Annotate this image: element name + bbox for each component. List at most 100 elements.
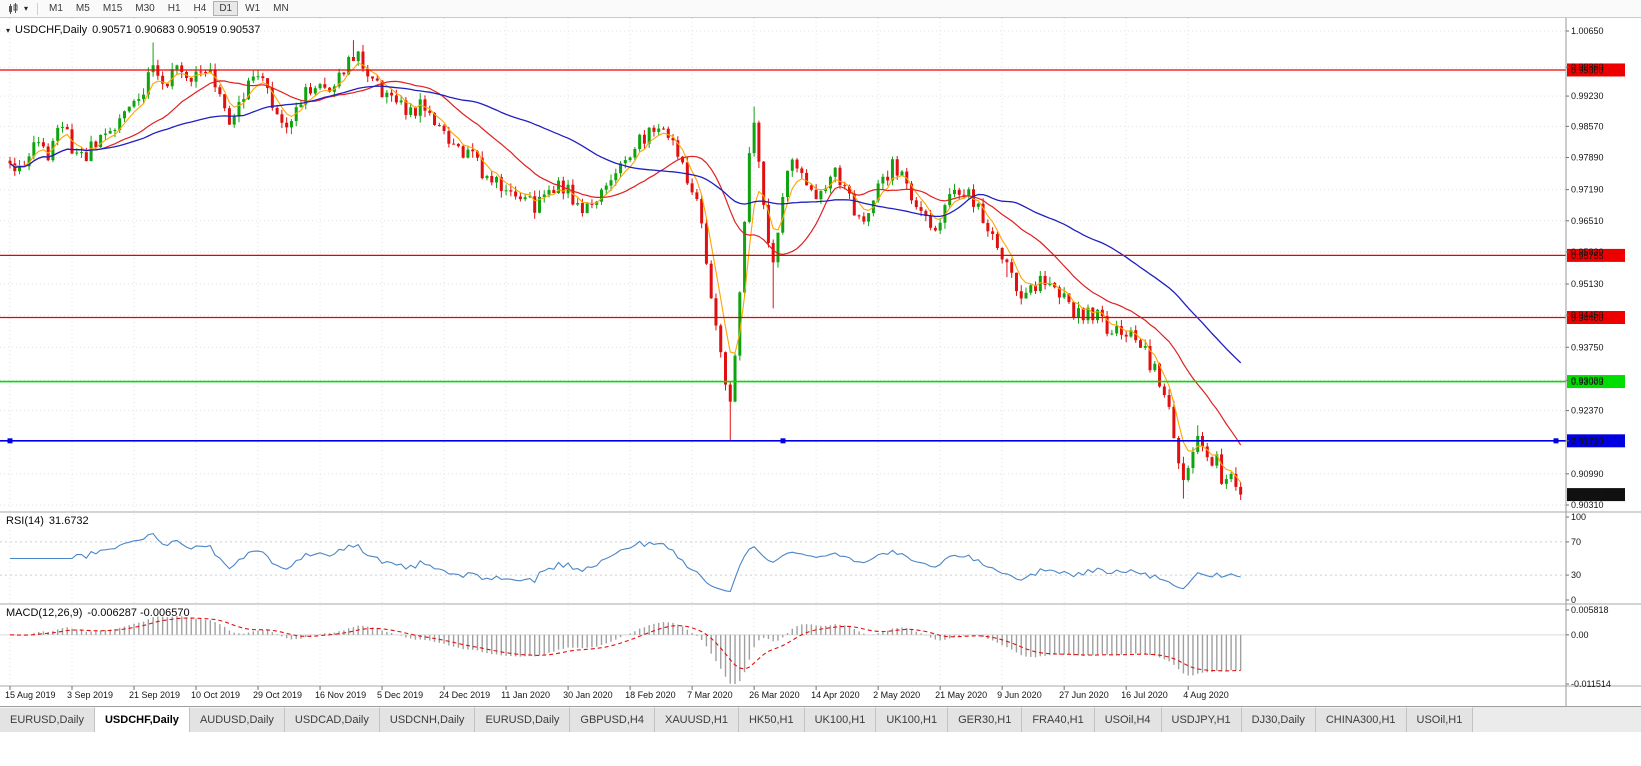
date-label: 30 Jan 2020 <box>563 690 613 700</box>
rsi-tick-label: 0 <box>1571 595 1576 605</box>
price-tick-label: 0.95130 <box>1571 279 1604 289</box>
price-tick-label: 1.00650 <box>1571 26 1604 36</box>
tab-label: XAUUSD,H1 <box>664 714 728 726</box>
price-tick-label: 0.98570 <box>1571 121 1604 131</box>
timeframe-toolbar: ▾ M1 M5 M15 M30 H1 H4 D1 W1 MN <box>0 0 1641 18</box>
chart-tab-uk100-h1[interactable]: UK100,H1 <box>804 707 877 732</box>
horizontal-level-line[interactable]: 0.99800 <box>0 63 1625 77</box>
chart-tab-usdjpy-h1[interactable]: USDJPY,H1 <box>1161 707 1242 732</box>
chart-tab-dj30-daily[interactable]: DJ30,Daily <box>1241 707 1316 732</box>
chart-tab-uk100-h1[interactable]: UK100,H1 <box>876 707 949 732</box>
tab-label: UK100,H1 <box>814 714 866 726</box>
tab-label: GER30,H1 <box>958 714 1012 726</box>
chart-tab-audusd-daily[interactable]: AUDUSD,Daily <box>189 707 285 732</box>
chart-canvas[interactable]: 0.99800 0.95755 0.94400 0.93003 0.91710 1.006… <box>0 18 1641 706</box>
date-label: 27 Jun 2020 <box>1059 690 1109 700</box>
timeframe-m15-button[interactable]: M15 <box>97 1 128 16</box>
timeframe-m1-button[interactable]: M1 <box>43 1 69 16</box>
price-tick-label: 0.93750 <box>1571 342 1604 352</box>
macd-axis: 0.005818 0.00 -0.011514 <box>1566 605 1611 689</box>
rsi-tick-label: 100 <box>1571 512 1586 522</box>
timeframe-m30-button[interactable]: M30 <box>129 1 160 16</box>
macd-tick-label: -0.011514 <box>1571 679 1611 689</box>
chart-tab-xauusd-h1[interactable]: XAUUSD,H1 <box>654 707 739 732</box>
date-label: 24 Dec 2019 <box>439 690 490 700</box>
chart-tab-usoil-h4[interactable]: USOil,H4 <box>1094 707 1162 732</box>
macd-tick-label: 0.005818 <box>1571 605 1609 615</box>
tab-label: UK100,H1 <box>886 714 938 726</box>
macd-histogram-series <box>14 616 1242 684</box>
macd-signal-series <box>9 617 1241 672</box>
level-price-badge <box>1567 311 1625 325</box>
grid-layer <box>0 18 1566 686</box>
tab-label: USDJPY,H1 <box>1171 714 1231 726</box>
date-label: 4 Aug 2020 <box>1183 690 1229 700</box>
price-tick-label: 0.97190 <box>1571 185 1604 195</box>
tab-label: DJ30,Daily <box>1251 714 1305 726</box>
chart-tab-usoil-h1[interactable]: USOil,H1 <box>1406 707 1474 732</box>
tab-label: USOil,H1 <box>1416 714 1463 726</box>
date-label: 2 May 2020 <box>873 690 920 700</box>
date-label: 16 Nov 2019 <box>315 690 366 700</box>
macd-tick-label: 0.00 <box>1571 630 1589 640</box>
price-axis[interactable]: 1.00650 0.99860 0.99230 0.98570 0.97890 0.971… <box>1566 26 1604 510</box>
timeframe-w1-button[interactable]: W1 <box>239 1 266 16</box>
rsi-axis: 100 70 30 0 <box>1566 512 1586 605</box>
timeframe-h1-button[interactable]: H1 <box>162 1 187 16</box>
chart-tab-gbpusd-h4[interactable]: GBPUSD,H4 <box>570 707 655 732</box>
candlestick-series <box>8 40 1243 500</box>
tab-label: HK50,H1 <box>748 714 794 726</box>
chart-window: 0.99800 0.95755 0.94400 0.93003 0.91710 1.006… <box>0 18 1641 706</box>
tab-label: FRA40,H1 <box>1032 714 1084 726</box>
tab-label: USDCNH,Daily <box>389 714 465 726</box>
price-tick-label: 0.91710 <box>1571 436 1604 446</box>
tab-label: GBPUSD,H4 <box>580 714 644 726</box>
chart-tab-bar: EURUSD,Daily USDCHF,Daily AUDUSD,Daily USDC… <box>0 706 1641 732</box>
line-drag-handle[interactable] <box>7 438 13 444</box>
date-axis[interactable]: 15 Aug 2019 3 Sep 2019 21 Sep 2019 10 Oct 2… <box>5 686 1229 700</box>
horizontal-level-line[interactable]: 0.91710 <box>0 434 1625 448</box>
svg-text:0.99800: 0.99800 <box>1571 65 1604 75</box>
svg-text:0.91710: 0.91710 <box>1571 436 1604 446</box>
chart-tab-china300-h1[interactable]: CHINA300,H1 <box>1315 707 1407 732</box>
current-price-badge: 0.90537 <box>1567 488 1625 502</box>
level-price-badge <box>1567 434 1625 448</box>
level-price-badge <box>1567 63 1625 77</box>
tab-label: USOil,H4 <box>1104 714 1151 726</box>
date-label: 7 Mar 2020 <box>687 690 733 700</box>
price-tick-label: 0.90310 <box>1571 500 1604 510</box>
timeframe-m5-button[interactable]: M5 <box>70 1 96 16</box>
moving-average-lines <box>9 62 1242 483</box>
level-price-badge <box>1567 375 1625 389</box>
candlestick-chart-icon <box>9 2 18 14</box>
chart-tab-eurusd-daily[interactable]: EURUSD,Daily <box>475 707 571 732</box>
chart-tab-usdcad-daily[interactable]: USDCAD,Daily <box>284 707 380 732</box>
tab-label: EURUSD,Daily <box>485 714 560 726</box>
horizontal-level-line[interactable]: 0.94400 <box>0 311 1625 325</box>
horizontal-level-line[interactable]: 0.93003 <box>0 375 1625 389</box>
toolbar-separator <box>37 2 39 15</box>
tab-label: CHINA300,H1 <box>1325 714 1396 726</box>
chart-tab-eurusd-daily[interactable]: EURUSD,Daily <box>0 707 95 732</box>
date-label: 10 Oct 2019 <box>191 690 240 700</box>
svg-text:0.90537: 0.90537 <box>1571 490 1604 500</box>
chart-tab-usdchf-daily[interactable]: USDCHF,Daily <box>94 707 190 732</box>
timeframe-mn-button[interactable]: MN <box>267 1 295 16</box>
chart-tab-ger30-h1[interactable]: GER30,H1 <box>948 707 1023 732</box>
price-tick-label: 0.99230 <box>1571 91 1604 101</box>
date-label: 29 Oct 2019 <box>253 690 302 700</box>
window-footer <box>0 732 1641 766</box>
chart-type-icon[interactable]: ▾ <box>4 1 32 17</box>
chart-tab-usdcnh-daily[interactable]: USDCNH,Daily <box>379 707 476 732</box>
price-tick-label: 0.94450 <box>1571 310 1604 320</box>
timeframe-h4-button[interactable]: H4 <box>188 1 213 16</box>
chart-tab-fra40-h1[interactable]: FRA40,H1 <box>1022 707 1095 732</box>
timeframe-d1-button[interactable]: D1 <box>213 1 239 16</box>
chart-tab-hk50-h1[interactable]: HK50,H1 <box>738 707 805 732</box>
panel-separators <box>0 18 1641 706</box>
line-drag-handle[interactable] <box>780 438 786 444</box>
date-label: 9 Jun 2020 <box>997 690 1042 700</box>
line-drag-handle[interactable] <box>1553 438 1559 444</box>
rsi-tick-label: 70 <box>1571 537 1581 547</box>
horizontal-level-line[interactable]: 0.95755 <box>0 248 1625 262</box>
